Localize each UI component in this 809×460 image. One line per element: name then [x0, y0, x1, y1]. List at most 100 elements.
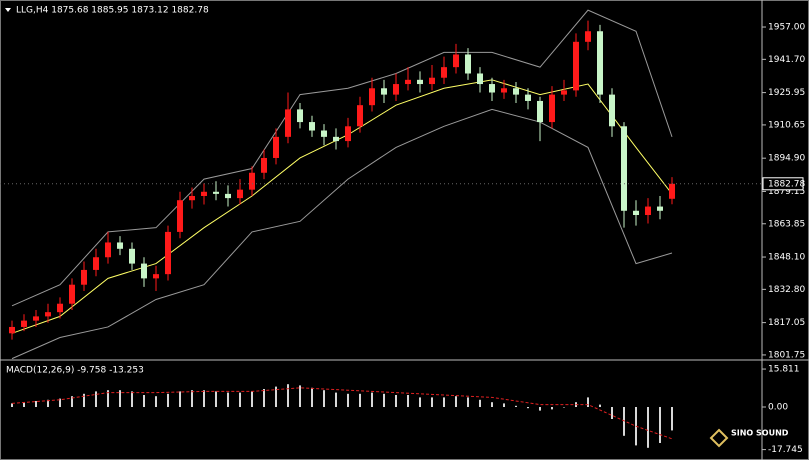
candle-body	[225, 193, 231, 199]
chart-title: LLG,H4 1875.68 1885.95 1873.12 1882.78	[16, 6, 209, 16]
candle-body	[501, 88, 507, 93]
macd-bar	[143, 395, 145, 407]
macd-bar	[515, 405, 517, 407]
y-tick-label: 0.00	[768, 403, 788, 413]
macd-bar	[383, 393, 385, 407]
macd-bar	[659, 407, 661, 443]
macd-bar	[227, 392, 229, 407]
y-tick-label: 1957.00	[768, 23, 805, 33]
y-tick-label: 1894.90	[768, 154, 805, 164]
macd-bar	[251, 391, 253, 407]
macd-bar	[647, 407, 649, 448]
candle-body	[93, 257, 99, 270]
macd-bar	[359, 393, 361, 407]
candle-body	[381, 88, 387, 95]
candle-body	[153, 274, 159, 279]
candle-body	[201, 191, 207, 196]
macd-bar	[467, 397, 469, 407]
y-tick-label: 1848.10	[768, 253, 805, 263]
macd-bar	[23, 402, 25, 407]
macd-bar	[479, 399, 481, 407]
macd-bar	[371, 392, 373, 407]
candle-body	[405, 79, 411, 85]
macd-bar	[431, 397, 433, 407]
y-tick-label: 1941.70	[768, 55, 805, 65]
macd-bar	[347, 393, 349, 407]
macd-bar	[83, 393, 85, 407]
macd-bar	[323, 390, 325, 407]
macd-bar	[599, 404, 601, 407]
last-price-label: 1882.78	[768, 179, 805, 189]
candle-body	[45, 312, 51, 317]
macd-bar	[407, 395, 409, 407]
candle-body	[609, 94, 615, 127]
candle-body	[69, 284, 75, 304]
macd-bar	[215, 391, 217, 407]
candle-body	[105, 242, 111, 258]
candle-body	[141, 263, 147, 279]
macd-bar	[623, 407, 625, 436]
signal-line	[11, 387, 673, 440]
candle-body	[357, 105, 363, 127]
candle-body	[429, 77, 435, 85]
candle-body	[393, 84, 399, 95]
candle-body	[261, 157, 267, 173]
candle-body	[549, 94, 555, 123]
candle-body	[537, 100, 543, 123]
macd-bar	[35, 401, 37, 407]
y-tick-label: 1817.05	[768, 318, 805, 328]
last-price-box	[762, 177, 804, 191]
macd-bar	[671, 407, 673, 431]
indicator-line	[11, 79, 673, 334]
candle-body	[249, 172, 255, 190]
candle-body	[465, 54, 471, 74]
macd-bar	[107, 390, 109, 407]
macd-bar	[503, 403, 505, 407]
macd-bar	[455, 396, 457, 407]
macd-bar	[275, 386, 277, 407]
macd-bar	[203, 390, 205, 407]
candle-body	[57, 303, 63, 313]
macd-bar	[179, 391, 181, 407]
candle-body	[189, 195, 195, 201]
y-tick-label: 1925.95	[768, 88, 805, 98]
indicator-line	[11, 108, 673, 360]
indicator-line	[11, 9, 673, 307]
macd-bar	[299, 385, 301, 407]
candle-body	[597, 31, 603, 95]
macd-bar	[539, 407, 541, 411]
candle-body	[273, 136, 279, 158]
candle-body	[117, 242, 123, 249]
macd-title: MACD(12,26,9) -9.758 -13.253	[6, 366, 144, 376]
macd-bar	[119, 390, 121, 407]
macd-bar	[191, 390, 193, 407]
candle-body	[369, 88, 375, 106]
candle-body	[645, 206, 651, 216]
candle-body	[417, 79, 423, 85]
candle-body	[9, 326, 15, 334]
macd-bar	[287, 384, 289, 407]
candle-body	[81, 269, 87, 285]
candle-body	[213, 191, 219, 194]
macd-bar	[395, 395, 397, 407]
candle-body	[561, 90, 567, 95]
candle-body	[669, 183, 675, 199]
candle-body	[285, 109, 291, 137]
menu-arrow[interactable]	[5, 8, 11, 12]
candle-body	[525, 94, 531, 101]
candle-body	[585, 31, 591, 42]
macd-bar	[551, 407, 553, 410]
candle-body	[477, 73, 483, 85]
candle-body	[513, 88, 519, 95]
logo-icon	[709, 428, 729, 448]
macd-bar	[155, 396, 157, 407]
macd-bar	[587, 397, 589, 407]
candle-body	[453, 54, 459, 68]
macd-bar	[131, 391, 133, 407]
macd-bar	[311, 387, 313, 407]
y-tick-label: 1863.85	[768, 219, 805, 229]
candle-body	[129, 248, 135, 264]
macd-bar	[527, 407, 529, 409]
macd-bar	[491, 402, 493, 407]
